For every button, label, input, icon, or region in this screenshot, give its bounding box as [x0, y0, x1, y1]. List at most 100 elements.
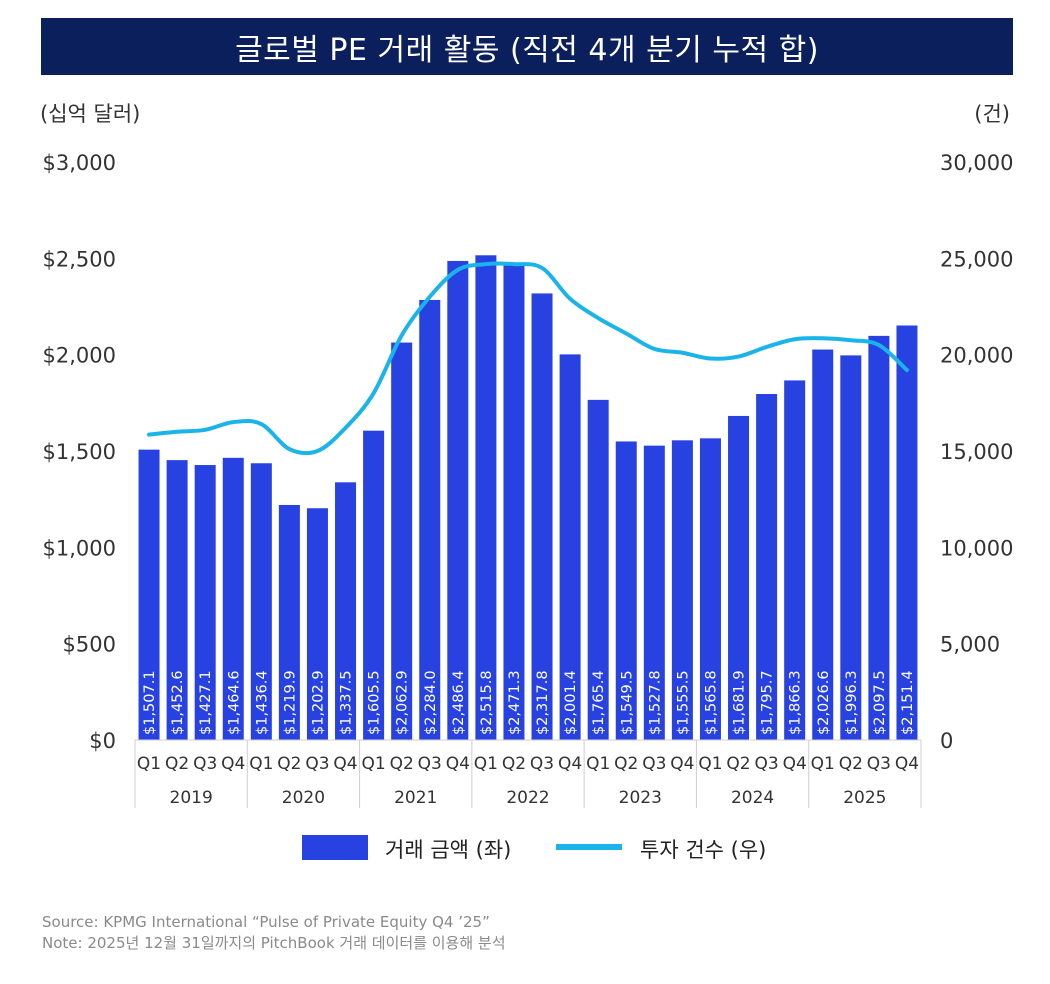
bar [559, 354, 581, 740]
quarter-tick-label: Q4 [895, 754, 919, 774]
quarter-tick-label: Q3 [867, 754, 891, 774]
left-axis-tick-label: $0 [89, 729, 116, 753]
left-axis-tick-label: $2,000 [43, 344, 116, 368]
quarter-tick-label: Q2 [390, 754, 414, 774]
quarter-tick-label: Q4 [783, 754, 807, 774]
year-tick-label: 2024 [731, 788, 774, 808]
deal-count-line [147, 261, 909, 456]
bar-value-label: $1,795.7 [760, 670, 776, 735]
quarter-tick-label: Q1 [586, 754, 610, 774]
legend-line-swatch [556, 844, 622, 850]
bar [419, 299, 441, 740]
bar [447, 260, 469, 740]
bar-value-label: $1,681.9 [732, 670, 748, 735]
year-tick-label: 2025 [843, 788, 886, 808]
year-tick-label: 2019 [170, 788, 213, 808]
bar [728, 415, 750, 740]
bar-value-label: $2,026.6 [816, 670, 832, 735]
bar-value-label: $2,515.8 [479, 670, 495, 735]
quarter-tick-label: Q3 [530, 754, 554, 774]
bar-value-labels: $1,507.1 $1,452.6 $1,427.1 $1,464.6 $1,436.4… [142, 670, 916, 735]
bar-value-label: $1,507.1 [142, 670, 158, 735]
left-axis-tick-label: $1,000 [43, 536, 116, 560]
footnotes: Source: KPMG International “Pulse of Pri… [42, 912, 506, 954]
year-tick-label: 2023 [619, 788, 662, 808]
legend-bar-swatch [302, 835, 368, 860]
quarter-tick-label: Q3 [755, 754, 779, 774]
note-text: Note: 2025년 12월 31일까지의 PitchBook 거래 데이터를… [42, 934, 506, 952]
bar-value-label: $2,471.3 [507, 670, 523, 735]
bar-series [138, 255, 918, 741]
bar [503, 263, 525, 740]
bar [391, 342, 413, 740]
bar [615, 441, 637, 740]
left-axis-tick-label: $1,500 [43, 440, 116, 464]
quarter-tick-label: Q2 [277, 754, 301, 774]
quarter-tick-label: Q2 [165, 754, 189, 774]
quarter-tick-label: Q1 [698, 754, 722, 774]
bar-value-label: $1,219.9 [282, 670, 298, 735]
chart-title: 글로벌 PE 거래 활동 (직전 4개 분기 누적 합) [41, 18, 1013, 75]
left-axis-tick-label: $2,500 [43, 247, 116, 271]
quarter-tick-label: Q2 [614, 754, 638, 774]
quarter-tick-label: Q4 [558, 754, 582, 774]
bar [671, 440, 693, 740]
bar [756, 394, 778, 740]
quarter-tick-label: Q3 [642, 754, 666, 774]
bar [475, 255, 497, 741]
bar [531, 293, 553, 740]
bar-value-label: $2,151.4 [900, 670, 916, 735]
bar [194, 465, 216, 740]
quarter-tick-label: Q1 [137, 754, 161, 774]
bar-value-label: $2,062.9 [395, 670, 411, 735]
bar-value-label: $2,097.5 [872, 670, 888, 735]
bar [138, 449, 160, 740]
bar [643, 445, 665, 740]
bar-value-label: $1,436.4 [254, 670, 270, 735]
quarter-tick-label: Q1 [811, 754, 835, 774]
quarter-tick-label: Q3 [305, 754, 329, 774]
left-axis-tick-label: $3,000 [43, 151, 116, 175]
bar-value-label: $2,284.0 [423, 670, 439, 735]
bar-value-label: $2,317.8 [535, 670, 551, 735]
source-text: Source: KPMG International “Pulse of Pri… [42, 913, 490, 931]
bar [278, 504, 300, 740]
quarter-tick-label: Q1 [474, 754, 498, 774]
bar [587, 399, 609, 740]
left-axis-tick-label: $500 [63, 633, 116, 657]
right-axis-ticks: 0 5,000 10,000 15,000 20,000 25,000 30,000 [940, 151, 1013, 753]
bar-value-label: $1,765.4 [591, 670, 607, 735]
bar [699, 438, 721, 740]
category-axis: Q1 Q2 Q3 Q4 Q1 Q2 Q3 Q4 Q1 Q2 Q3 Q4 Q1 Q2 Q3 Q4 Q1 Q2 Q3 Q4… [134, 739, 922, 808]
bar-value-label: $2,001.4 [563, 670, 579, 735]
quarter-tick-label: Q3 [193, 754, 217, 774]
year-tick-label: 2022 [506, 788, 549, 808]
right-axis-tick-label: 10,000 [940, 536, 1013, 560]
legend: 거래 금액 (좌) 투자 건수 (우) [0, 832, 1050, 864]
bar-value-label: $1,464.6 [226, 670, 242, 735]
year-tick-label: 2020 [282, 788, 325, 808]
right-axis-tick-label: 20,000 [940, 344, 1013, 368]
bar-value-label: $1,555.5 [675, 670, 691, 735]
quarter-tick-label: Q4 [333, 754, 357, 774]
bar-value-label: $1,337.5 [339, 670, 355, 735]
bar-value-label: $1,427.1 [198, 670, 214, 735]
right-axis-tick-label: 0 [940, 729, 953, 753]
bar-value-label: $1,565.8 [703, 670, 719, 735]
bar-value-label: $1,605.5 [367, 670, 383, 735]
bar-value-label: $2,486.4 [451, 670, 467, 735]
right-axis-tick-label: 25,000 [940, 247, 1013, 271]
legend-line-label: 투자 건수 (우) [640, 838, 767, 862]
bar [222, 457, 244, 740]
bar [363, 430, 385, 740]
bar-value-label: $1,549.5 [619, 670, 635, 735]
right-axis-tick-label: 15,000 [940, 440, 1013, 464]
bar [335, 482, 357, 740]
right-axis-unit: (건) [974, 102, 1010, 126]
quarter-tick-label: Q2 [502, 754, 526, 774]
bar [306, 508, 328, 740]
bar-value-label: $1,527.8 [647, 670, 663, 735]
bar [812, 349, 834, 740]
bar-value-label: $1,996.3 [844, 670, 860, 735]
